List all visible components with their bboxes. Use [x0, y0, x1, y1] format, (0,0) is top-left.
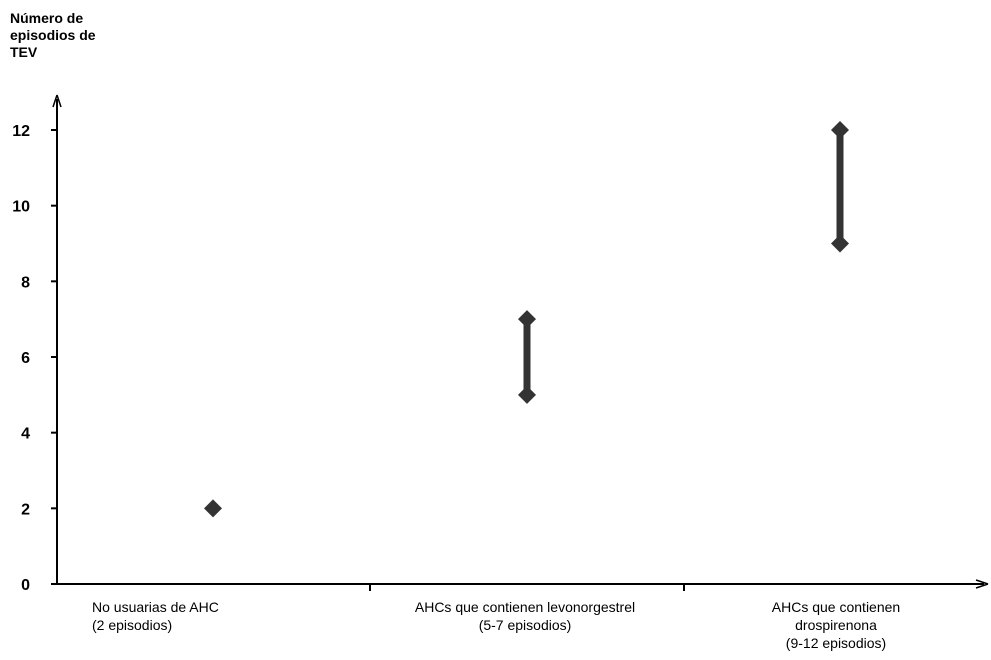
y-tick-label: 2	[21, 501, 30, 518]
y-ticks: 0 2 4 6 8 10 12	[12, 123, 57, 594]
y-tick-label: 10	[12, 199, 30, 216]
data-marks	[204, 121, 849, 518]
y-tick-label: 6	[21, 350, 30, 367]
y-axis-arrow	[52, 94, 62, 108]
y-axis-title: Número de episodios de TEV	[10, 10, 96, 60]
axes	[52, 94, 989, 591]
range-high-marker	[518, 310, 536, 329]
y-tick-label: 0	[21, 577, 30, 594]
y-tick-label: 8	[21, 274, 30, 291]
range-high-marker	[831, 121, 849, 139]
y-tick-label: 12	[12, 123, 30, 140]
y-tick-label: 4	[21, 426, 30, 443]
x-category-label-1: AHCs que contienen levonorgestrel (5-7 e…	[414, 599, 636, 633]
range-low-marker	[831, 234, 849, 253]
range-low-marker	[518, 385, 536, 404]
range-high-marker	[204, 499, 222, 518]
x-category-label-0: No usuarias de AHC (2 episodios)	[92, 599, 219, 633]
x-category-label-2: AHCs que contienen drospirenona (9-12 ep…	[771, 599, 901, 651]
x-axis-arrow	[975, 579, 989, 589]
